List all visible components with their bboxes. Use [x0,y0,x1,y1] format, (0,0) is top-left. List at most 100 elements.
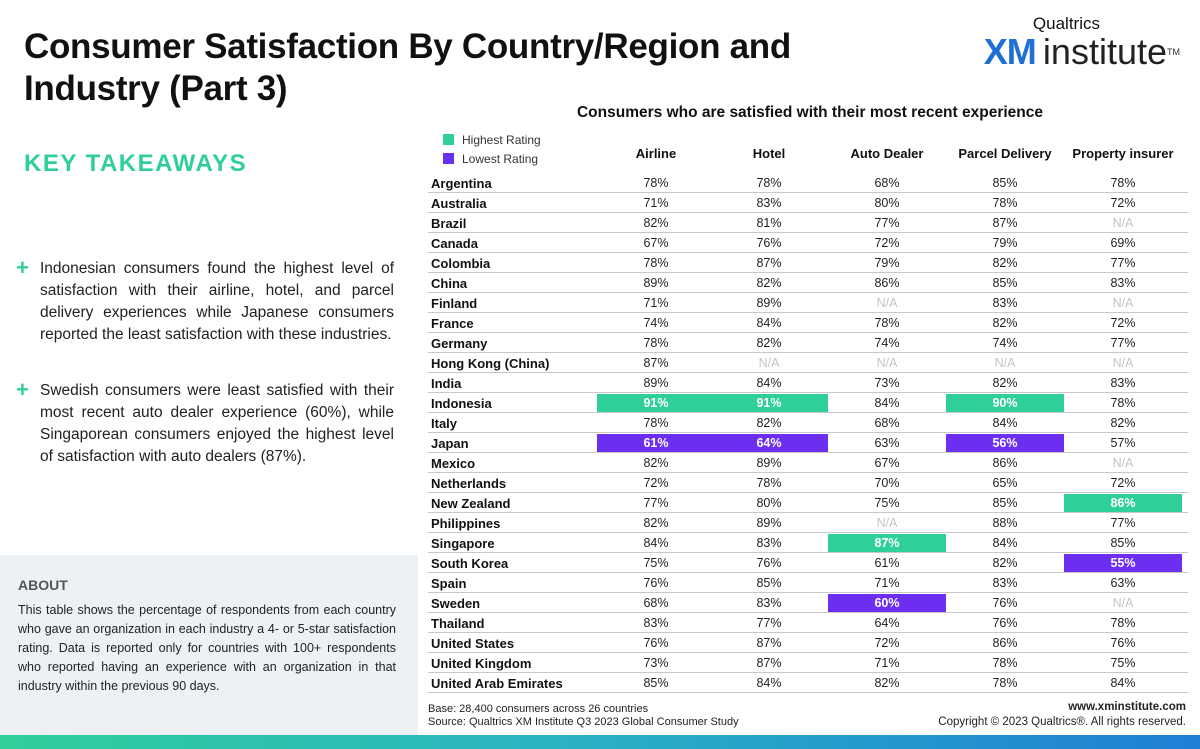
footer-source: Source: Qualtrics XM Institute Q3 2023 G… [428,716,739,728]
country-name: China [431,276,468,291]
table-cell: 82% [992,256,1018,270]
table-cell: 71% [643,196,669,210]
plus-icon: + [16,377,29,402]
table-row: United Arab Emirates 85% 84% 82% 78% 84% [428,673,1188,693]
table-cell: N/A [1112,296,1134,310]
country-name: Philippines [431,516,501,531]
country-name: India [431,376,462,391]
table-cell: 83% [992,576,1018,590]
table-cell: N/A [1112,356,1134,370]
table-cell: 60% [828,594,946,612]
table-cell: 72% [643,476,669,490]
table-cell: 72% [1110,196,1136,210]
table-cell: 76% [1110,636,1136,650]
country-name: South Korea [431,556,509,571]
table-row: China 89% 82% 86% 85% 83% [428,273,1188,293]
table-cell: 78% [643,336,669,350]
table-cell: 75% [643,556,669,570]
country-name: Canada [431,236,478,251]
table-cell: 79% [874,256,900,270]
table-cell: 74% [992,336,1018,350]
table-cell: 82% [992,556,1018,570]
table-cell: 78% [756,176,782,190]
satisfaction-table: Argentina 78% 78% 68% 85% 78% Australia 71% 83% 8… [428,173,1188,693]
lowest-rating-swatch-icon [443,153,454,164]
table-cell: 75% [874,496,900,510]
table-cell: 87% [992,216,1018,230]
table-cell: 85% [992,276,1018,290]
legend-highest: Highest Rating [443,130,541,149]
table-cell: 89% [756,456,782,470]
table-cell: 85% [992,496,1018,510]
table-cell: 87% [756,636,782,650]
takeaway-text: Swedish consumers were least satisfied w… [40,382,394,465]
table-cell: 89% [643,376,669,390]
table-cell: 87% [756,656,782,670]
table-cell: 87% [643,356,669,370]
table-cell: 83% [1110,376,1136,390]
table-cell: 84% [756,316,782,330]
country-name: Colombia [431,256,491,271]
table-cell: 82% [643,456,669,470]
table-cell: 82% [756,416,782,430]
table-cell: 78% [756,476,782,490]
bottom-gradient-bar [0,735,1200,749]
country-name: United Arab Emirates [431,676,563,691]
table-cell: 78% [992,196,1018,210]
table-cell: 83% [992,296,1018,310]
table-cell: 72% [1110,316,1136,330]
country-name: United States [431,636,515,651]
table-cell: 76% [643,636,669,650]
table-cell: 86% [874,276,900,290]
table-cell: 79% [992,236,1018,250]
table-cell: 85% [992,176,1018,190]
table-cell: 84% [992,536,1018,550]
table-row: Italy 78% 82% 68% 84% 82% [428,413,1188,433]
table-cell: 78% [643,256,669,270]
table-cell: 83% [756,596,782,610]
table-cell: 82% [992,316,1018,330]
table-row: Australia 71% 83% 80% 78% 72% [428,193,1188,213]
table-cell: 84% [992,416,1018,430]
table-cell: 81% [756,216,782,230]
table-cell: 78% [1110,176,1136,190]
brand-xm-text: XM [983,31,1037,72]
country-name: Italy [431,416,458,431]
table-cell: 64% [710,434,828,452]
table-cell: 90% [946,394,1064,412]
table-row: Canada 67% 76% 72% 79% 69% [428,233,1188,253]
about-heading: ABOUT [18,577,68,593]
table-cell: 83% [1110,276,1136,290]
country-name: France [431,316,474,331]
table-row: France 74% 84% 78% 82% 72% [428,313,1188,333]
table-cell: 75% [1110,656,1136,670]
table-cell: 63% [874,436,900,450]
table-row: Sweden 68% 83% 60% 76% N/A [428,593,1188,613]
table-cell: N/A [1112,216,1134,230]
key-takeaways-heading: KEY TAKEAWAYS [24,150,248,177]
legend: Highest Rating Lowest Rating [443,130,541,168]
table-cell: 85% [756,576,782,590]
country-name: Hong Kong (China) [431,356,550,371]
takeaway-item: + Indonesian consumers found the highest… [16,257,396,346]
table-cell: 61% [874,556,900,570]
table-cell: 86% [992,636,1018,650]
table-row: Argentina 78% 78% 68% 85% 78% [428,173,1188,193]
footer-notes: Base: 28,400 consumers across 26 countri… [428,703,739,729]
country-name: Mexico [431,456,476,471]
legend-highest-label: Highest Rating [462,132,541,147]
table-cell: 78% [1110,396,1136,410]
table-cell: 80% [756,496,782,510]
brand-institute-text: institute [1042,31,1167,72]
table-cell: 83% [756,536,782,550]
table-cell: 70% [874,476,900,490]
about-text: This table shows the percentage of respo… [18,603,396,693]
table-cell: N/A [1112,596,1134,610]
footer-url-link[interactable]: www.xminstitute.com [1068,701,1186,713]
country-name: Thailand [431,616,485,631]
table-cell: 77% [1110,256,1136,270]
table-cell: 82% [1110,416,1136,430]
table-cell: 89% [756,516,782,530]
table-cell: 64% [874,616,900,630]
table-row: Spain 76% 85% 71% 83% 63% [428,573,1188,593]
